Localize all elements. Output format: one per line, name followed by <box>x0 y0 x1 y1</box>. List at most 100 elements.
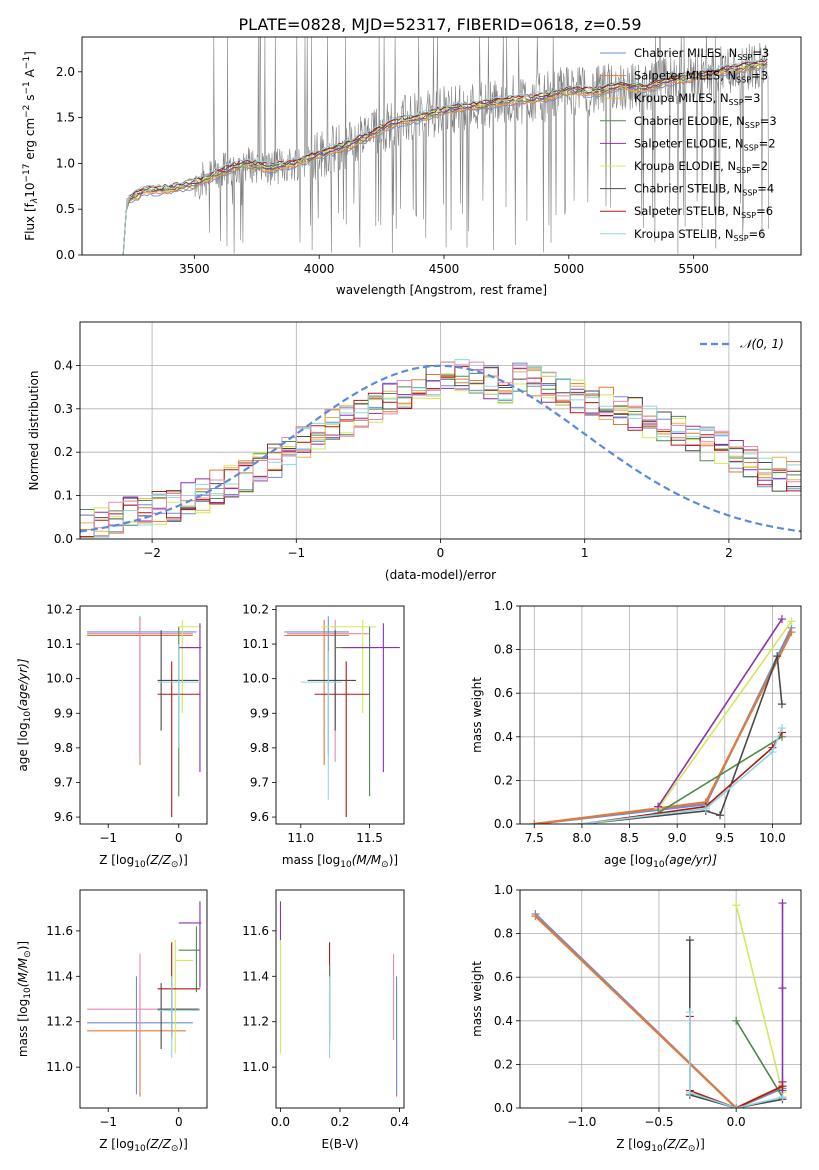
axes-frame <box>275 605 405 825</box>
x-tick-label: −1 <box>99 831 117 845</box>
legend-label: Salpeter MILES, NSSP=3 <box>634 69 768 85</box>
y-tick-label: 1.0 <box>494 883 513 897</box>
legend-label: Kroupa MILES, NSSP=3 <box>634 91 760 107</box>
y-tick-label: 9.9 <box>250 706 269 720</box>
y-tick-label: 11.2 <box>242 1015 269 1029</box>
chart-mass-vs-z: −1 0 11.0 11.2 11.4 11.6 Z [log10(Z/Z⊙)] mass [… <box>16 889 208 1154</box>
x-tick-label: −0.5 <box>644 1115 673 1129</box>
weight-marker <box>777 724 786 733</box>
x-tick-label: 11.5 <box>356 831 383 845</box>
histogram-step-kroupa-stelib <box>80 359 801 539</box>
y-tick-label: 9.7 <box>54 775 73 789</box>
axes-frame <box>79 605 208 825</box>
y-tick-label: 0.0 <box>494 1101 513 1115</box>
errorbar-chabrier-miles <box>284 616 349 755</box>
y-tick-label: 0.0 <box>54 532 73 546</box>
errorbar-chabrier-elodie <box>178 926 200 993</box>
errorbar-chabrier-miles <box>87 616 197 755</box>
x-tick-label: 4500 <box>429 262 460 276</box>
weight-line <box>657 618 783 808</box>
chart-spectrum: 3500 4000 4500 5000 5500 0.0 0.5 1.0 1.5 2.0 Chabr… <box>22 36 802 297</box>
y-tick-label: 0.3 <box>54 402 73 416</box>
x-axis-label: Z [log10(Z/Z⊙)] <box>99 1137 188 1154</box>
y-tick-label: 9.7 <box>250 775 269 789</box>
weight-marker <box>768 748 777 757</box>
weight-line-kroupa-stelib <box>685 1008 787 1108</box>
histogram-step-pink <box>80 361 801 539</box>
legend-label: Chabrier STELIB, NSSP=4 <box>634 182 774 198</box>
weight-marker <box>732 1104 741 1108</box>
figure-title: PLATE=0828, MJD=52317, FIBERID=0618, z=0… <box>238 15 641 34</box>
x-axis-label: wavelength [Angstrom, rest frame] <box>336 283 547 297</box>
x-tick-label: 9.5 <box>715 831 734 845</box>
weight-marker <box>777 700 786 709</box>
x-tick-label: 9.0 <box>668 831 687 845</box>
weight-marker <box>685 936 694 945</box>
axes-frame <box>79 889 208 1109</box>
plot-area <box>80 322 801 539</box>
y-axis-label: Normed distribution <box>27 371 41 491</box>
y-axis-label: mass weight <box>470 677 484 753</box>
model-line-chabrier-elodie <box>122 63 768 255</box>
errorbar-kroupa-elodie <box>321 619 377 714</box>
errorbar-kroupa-stelib <box>157 976 200 1059</box>
y-tick-label: 1.0 <box>56 156 75 170</box>
weight-line-kroupa-elodie <box>732 901 787 1097</box>
model-line-chabrier-miles <box>122 65 768 255</box>
weight-line <box>657 620 793 810</box>
axes-frame <box>275 889 405 1109</box>
weight-marker <box>530 820 539 824</box>
weight-marker <box>716 811 725 820</box>
model-line-kroupa-stelib <box>122 57 768 255</box>
errorbar-salpeter-stelib <box>314 661 370 818</box>
y-axis-label: mass weight <box>470 961 484 1037</box>
chart-weight-vs-age: 7.5 8.0 8.5 9.0 9.5 10.0 0.0 0.2 0.4 0.6 0.8 1.0 age… <box>470 599 802 870</box>
y-tick-label: 9.9 <box>54 706 73 720</box>
x-tick-label: 8.0 <box>572 831 591 845</box>
axes-frame <box>519 605 802 825</box>
y-tick-label: 0.2 <box>494 773 513 787</box>
x-tick-label: −1.0 <box>567 1115 596 1129</box>
weight-line <box>581 731 783 824</box>
errorbar-salpeter-elodie <box>178 623 202 773</box>
y-tick-label: 10.1 <box>46 637 73 651</box>
x-tick-label: 3500 <box>179 262 210 276</box>
weight-marker <box>685 1088 694 1097</box>
model-line-salpeter-stelib <box>122 58 768 255</box>
chart-age-vs-z: −1 0 9.6 9.7 9.8 9.9 10.0 10.1 10.2 Z [log10(Z/Z⊙… <box>16 602 208 870</box>
y-axis-label: Flux [fλ10−17 erg cm−2 s−1 A−1] <box>22 51 40 241</box>
weight-marker <box>777 615 786 624</box>
legend-label: 𝒩(0, 1) <box>740 337 784 351</box>
x-tick-label: −1 <box>99 1115 117 1129</box>
errorbar-chabrier-stelib <box>157 630 199 731</box>
errorbar-kroupa-stelib <box>300 650 343 800</box>
x-axis-label: Z [log10(Z/Z⊙)] <box>616 1137 705 1154</box>
y-tick-label: 0.0 <box>494 817 513 831</box>
plot-area <box>279 901 398 1097</box>
x-tick-label: 11.0 <box>287 831 314 845</box>
axes-frame <box>519 889 802 1109</box>
errorbar-kroupa-stelib <box>157 644 200 748</box>
y-tick-label: 11.0 <box>242 1060 269 1074</box>
x-tick-label: −1 <box>287 546 305 560</box>
weight-line-chabrier-stelib <box>577 652 786 824</box>
plot-area <box>122 37 769 255</box>
y-tick-label: 10.2 <box>46 602 73 616</box>
weight-marker <box>778 1093 787 1102</box>
legend-label: Salpeter STELIB, NSSP=6 <box>634 204 773 220</box>
weight-line-chabrier-miles <box>530 623 796 824</box>
x-axis-label: mass [log10(M/M⊙)] <box>282 853 398 870</box>
weight-marker <box>685 1008 694 1017</box>
gaussian-curve <box>80 364 801 533</box>
weight-marker <box>787 617 796 626</box>
errorbar-salpeter-miles <box>284 619 349 766</box>
chart-age-vs-mass: 11.0 11.5 9.6 9.7 9.8 9.9 10.0 10.1 10.2 mass [lo… <box>242 602 405 870</box>
weight-marker <box>701 804 710 813</box>
plot-area <box>520 606 801 824</box>
chart-residuals: −2 −1 0 1 2 0.0 0.1 0.2 0.3 0.4 𝒩(0, 1) (data-model… <box>27 321 802 582</box>
x-tick-label: 0 <box>175 1115 183 1129</box>
legend-label: Chabrier ELODIE, NSSP=3 <box>634 114 777 130</box>
x-axis-label: Z [log10(Z/Z⊙)] <box>99 853 188 870</box>
x-tick-label: 1 <box>581 546 589 560</box>
